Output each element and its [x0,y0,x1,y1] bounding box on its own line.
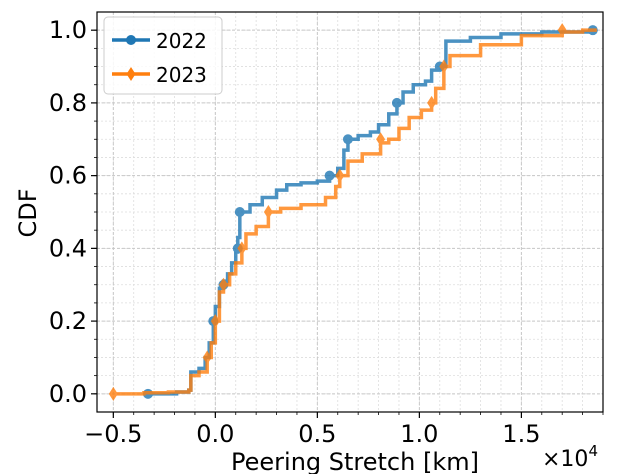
data-point-2022 [234,207,245,217]
data-point-2023 [376,132,386,147]
legend-label-2023: 2023 [156,63,207,87]
data-point-2023 [237,241,247,256]
y-tick-label: 0.2 [49,307,87,335]
data-point-2023 [335,168,345,183]
data-point-2023 [202,350,212,365]
y-tick-label: 0.4 [49,234,87,262]
data-point-2023 [108,386,118,401]
data-point-2023 [439,59,449,74]
x-tick-label: 1.0 [400,420,438,448]
data-point-2023 [263,205,273,219]
x-axis-label: Peering Stretch [km] [231,448,479,474]
y-tick-label: 0.8 [49,89,87,117]
series-layer [108,23,598,401]
data-point-2023 [427,95,437,110]
data-point-2023 [557,23,567,38]
x-tick-label: 0.0 [196,420,234,448]
legend: 2022 2023 [103,16,223,95]
data-point-2023 [219,277,228,292]
axis-ticks: −0.5 0.0 0.5 1.0 1.5 0.0 0.2 0.4 0.6 0.8 1.0 [49,16,604,448]
data-point-2022 [342,134,353,145]
data-point-2022 [324,170,335,181]
y-tick-label: 1.0 [49,16,87,44]
x-multiplier-base: ×10 [542,447,588,472]
y-tick-label: 0.0 [49,380,87,408]
legend-label-2022: 2022 [156,29,207,53]
data-point-2022 [391,97,402,108]
x-multiplier-exponent: 4 [588,442,598,460]
x-tick-label: −0.5 [84,420,142,448]
legend-marker-2022 [126,35,136,45]
x-multiplier: ×104 [542,442,598,472]
data-point-2023 [210,314,220,329]
x-tick-label: 0.5 [298,420,336,448]
series-2023 [108,23,597,401]
x-tick-label: 1.5 [502,420,540,448]
legend-marker-2023 [126,67,136,81]
y-tick-label: 0.6 [49,162,87,190]
y-axis-label: CDF [14,188,42,237]
